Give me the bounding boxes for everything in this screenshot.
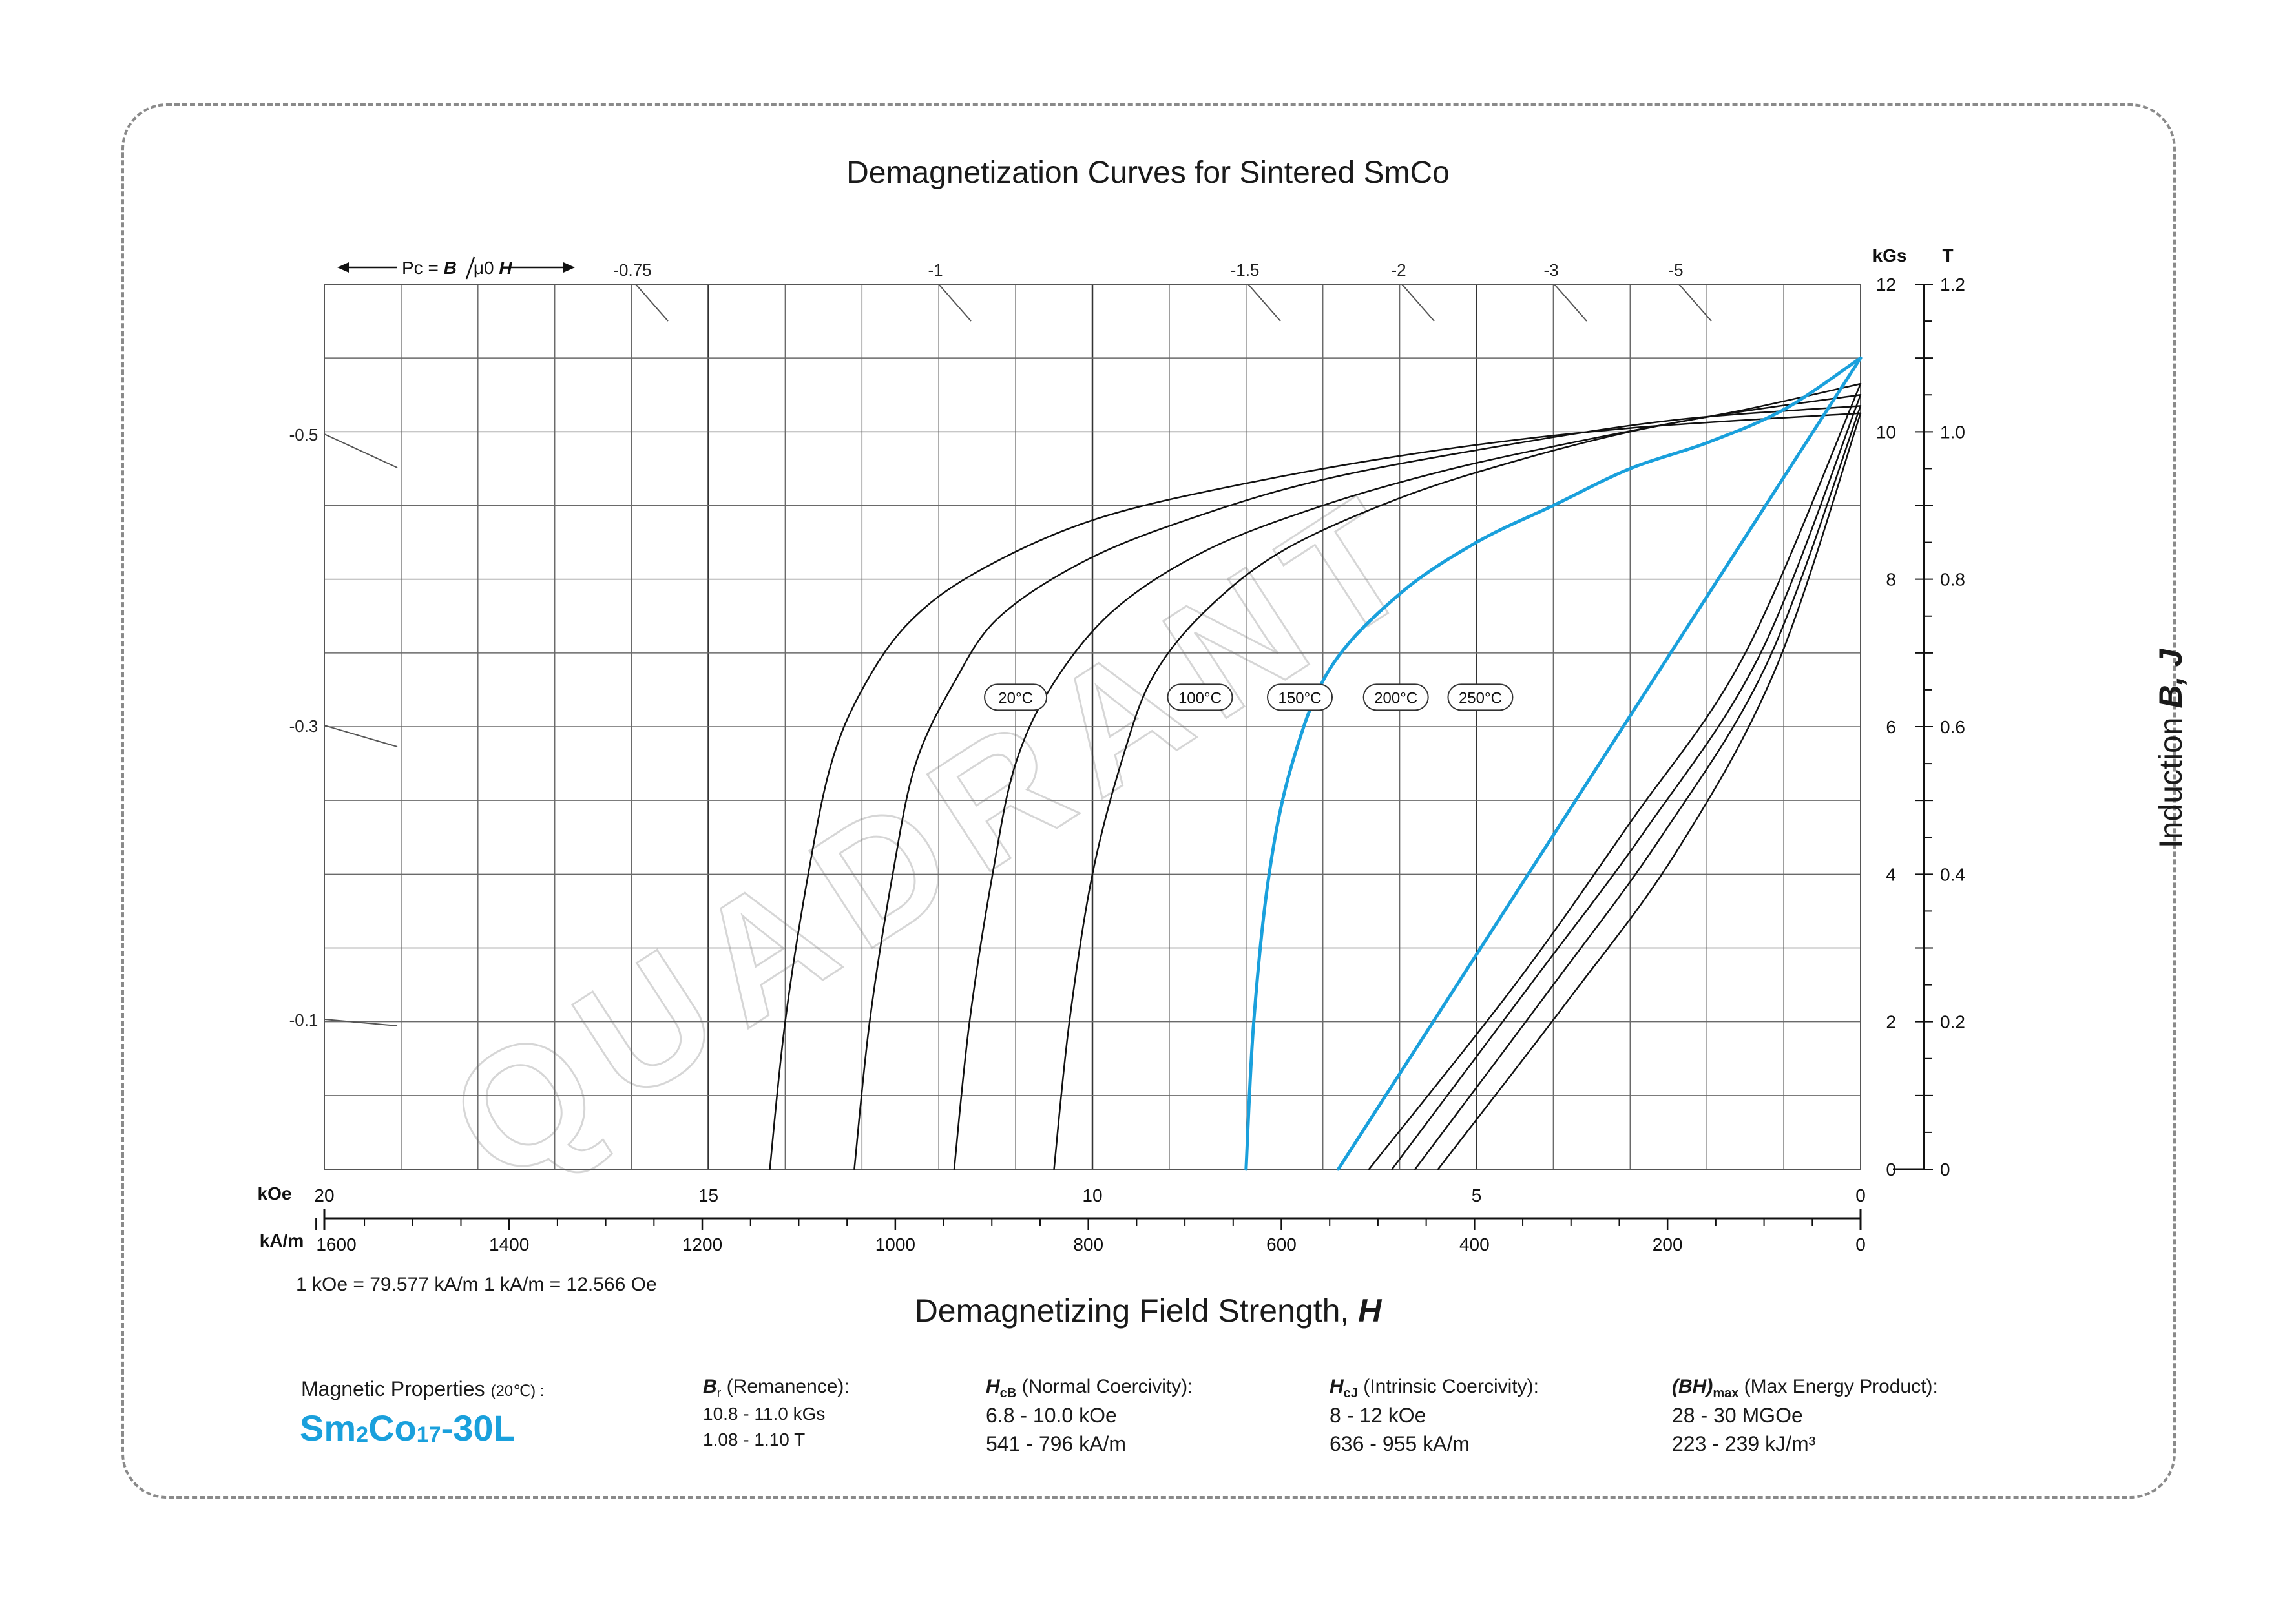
koe-tick-label: 15	[698, 1185, 718, 1205]
curve-150-c	[953, 394, 1862, 1170]
kgs-tick-label: 10	[1876, 422, 1896, 442]
prop-max-energy-product: (BH)max (Max Energy Product): 28 - 30 MG…	[1672, 1376, 1938, 1455]
pc-slash	[465, 256, 475, 280]
kgs-tick-label: 12	[1876, 275, 1896, 295]
permeance-label--1: -1	[928, 260, 943, 280]
permeance-label--1.5: -1.5	[1231, 260, 1260, 280]
kam-tick-label: 1400	[489, 1234, 529, 1254]
kgs-tick-label: 0	[1886, 1160, 1896, 1180]
permeance-label--0.3: -0.3	[289, 716, 318, 736]
curve-label-bg	[1362, 683, 1429, 711]
grade-name: Sm2Co17-30L	[300, 1408, 516, 1448]
permeance-tick	[1401, 284, 1435, 322]
curve-label-250°C: 250°C	[1459, 689, 1502, 707]
permeance-tick	[635, 284, 669, 322]
curve-b-200-c	[1414, 405, 1862, 1170]
kam-tick-label: 1000	[875, 1234, 915, 1254]
kam-tick-label: 1200	[682, 1234, 722, 1254]
prop-remanence: Br (Remanence): 10.8 - 11.0 kGs 1.08 - 1…	[703, 1376, 850, 1450]
t-tick-label: 0.8	[1940, 570, 1965, 590]
t-unit: T	[1942, 245, 1953, 265]
kgs-unit: kGs	[1873, 245, 1907, 265]
permeance-label--2: -2	[1391, 260, 1406, 280]
kgs-tick-label: 2	[1886, 1012, 1896, 1032]
watermark: QUADRANT	[419, 454, 1457, 1219]
unit-conversion: 1 kOe = 79.577 kA/m 1 kA/m = 12.566 Oe	[296, 1274, 657, 1295]
kgs-tick-label: 8	[1886, 570, 1896, 590]
curve-label-bg	[1267, 683, 1333, 711]
curve-b-150-c	[1391, 394, 1862, 1170]
koe-tick-label: 20	[314, 1185, 334, 1205]
curve-b-250-c	[1437, 412, 1862, 1170]
pc-arrowhead-right	[563, 262, 575, 273]
permeance-label--0.75: -0.75	[613, 260, 651, 280]
permeance-tick	[938, 284, 972, 322]
curve-200-c	[853, 405, 1862, 1170]
permeance-label--3: -3	[1543, 260, 1558, 280]
prop-intrinsic-coercivity: HcJ (Intrinsic Coercivity): 8 - 12 kOe 6…	[1330, 1376, 1539, 1455]
kam-tick-label: 800	[1073, 1234, 1103, 1254]
x-axis-title: Demagnetizing Field Strength, H	[914, 1293, 1382, 1329]
kgs-tick-label: 4	[1886, 864, 1896, 884]
curve-label-200°C: 200°C	[1374, 689, 1417, 707]
curve-label-bg	[984, 683, 1048, 711]
permeance-label--5: -5	[1668, 260, 1683, 280]
permeance-tick	[324, 725, 398, 747]
curve-b-100-c	[1368, 382, 1862, 1170]
permeance-tick	[1247, 284, 1281, 322]
koe-tick-label: 10	[1082, 1185, 1102, 1205]
curve-label-bg	[1447, 683, 1514, 711]
kam-tick-label: 400	[1459, 1234, 1490, 1254]
curve-b-20-c	[1336, 356, 1863, 1171]
t-tick-label: 0.2	[1940, 1012, 1965, 1032]
kam-tick-label: 600	[1266, 1234, 1297, 1254]
t-tick-label: 1.2	[1940, 275, 1965, 295]
curve-label-100°C: 100°C	[1178, 689, 1222, 707]
curve-label-150°C: 150°C	[1278, 689, 1322, 707]
kam-unit: kA/m	[260, 1231, 304, 1251]
kam-tick-label: 0	[1855, 1234, 1866, 1254]
koe-tick-label: 0	[1855, 1185, 1866, 1205]
koe-unit: kOe	[258, 1183, 292, 1203]
t-tick-label: 0.4	[1940, 864, 1965, 884]
prop-normal-coercivity: HcB (Normal Coercivity): 6.8 - 10.0 kOe …	[986, 1376, 1193, 1455]
permeance-label--0.5: -0.5	[289, 425, 318, 444]
curve-label-bg	[1167, 683, 1233, 711]
t-tick-label: 1.0	[1940, 422, 1965, 442]
curve-250-c	[769, 412, 1862, 1170]
curve-label-20°C: 20°C	[998, 689, 1033, 707]
curve-20-c	[1244, 356, 1863, 1171]
koe-tick-label: 5	[1472, 1185, 1482, 1205]
kgs-tick-label: 6	[1886, 717, 1896, 737]
t-tick-label: 0.6	[1940, 717, 1965, 737]
pc-arrowhead-left	[337, 262, 349, 273]
chart-title: Demagnetization Curves for Sintered SmCo	[846, 156, 1450, 190]
t-tick-label: 0	[1940, 1160, 1950, 1180]
plot-border	[324, 284, 1861, 1170]
kam-tick-label: 200	[1653, 1234, 1683, 1254]
permeance-tick	[324, 433, 398, 468]
card-frame	[121, 103, 2176, 1499]
y-axis-title: Induction B, J	[2153, 649, 2189, 849]
properties-heading: Magnetic Properties (20℃) :	[301, 1377, 545, 1400]
permeance-tick	[1554, 284, 1587, 322]
permeance-tick	[324, 1019, 398, 1026]
kam-tick-label: 1600	[316, 1234, 356, 1254]
permeance-label--0.1: -0.1	[289, 1010, 318, 1030]
permeance-tick	[1678, 284, 1712, 322]
